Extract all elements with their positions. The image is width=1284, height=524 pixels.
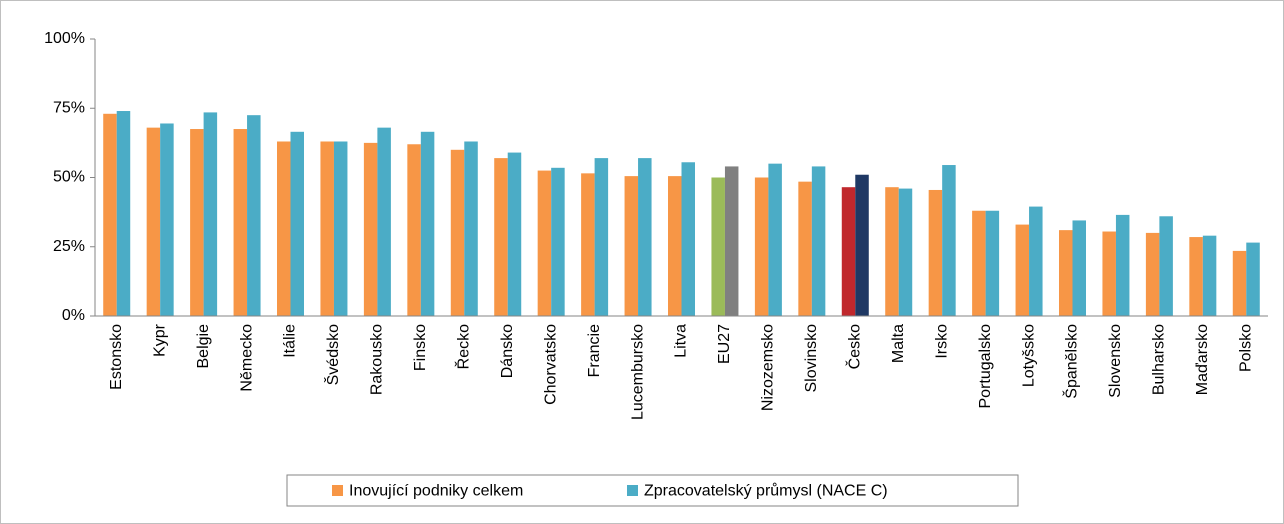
x-tick-label: Lotyšsko — [1020, 324, 1037, 387]
y-tick-label: 0% — [62, 307, 85, 324]
x-tick-label: Chorvatsko — [542, 324, 559, 405]
x-tick-label: Itálie — [282, 324, 299, 358]
bar — [841, 187, 856, 316]
x-tick-label: Rakousko — [369, 324, 386, 395]
legend-label: Inovující podniky celkem — [349, 483, 523, 500]
bar — [581, 173, 595, 316]
legend-box — [286, 474, 1019, 507]
bar — [277, 141, 291, 316]
bar — [594, 158, 609, 316]
bar — [1115, 214, 1130, 316]
bar — [450, 149, 465, 316]
bar — [363, 142, 378, 316]
x-tick-label: Slovensko — [1107, 324, 1124, 398]
bar — [754, 177, 769, 316]
bar — [247, 115, 261, 316]
bar — [798, 181, 812, 316]
x-tick-label: Lucembursko — [629, 324, 646, 420]
y-tick-label: 50% — [53, 169, 85, 186]
bar — [1102, 231, 1116, 316]
bar — [233, 129, 248, 316]
bar — [407, 144, 421, 316]
x-tick-label: Řecko — [453, 324, 472, 369]
bar — [1015, 224, 1030, 316]
bar — [928, 189, 943, 316]
bar — [116, 111, 131, 317]
bar — [160, 123, 174, 316]
bar — [855, 174, 869, 316]
bar — [711, 177, 725, 316]
y-tick-label: 25% — [53, 238, 85, 255]
bar — [624, 176, 639, 316]
bar — [942, 165, 956, 316]
bar — [638, 158, 652, 316]
y-tick-label: 75% — [53, 99, 85, 116]
bar — [1159, 216, 1173, 316]
bar — [464, 141, 478, 316]
bar — [668, 176, 682, 316]
bar — [1189, 237, 1203, 316]
bar — [1232, 250, 1247, 316]
y-tick-label: 100% — [44, 30, 85, 47]
legend-label: Zpracovatelský průmysl (NACE C) — [644, 482, 888, 500]
bar — [1145, 232, 1160, 316]
bar — [985, 210, 1000, 316]
bar — [333, 141, 348, 316]
bar — [972, 210, 986, 316]
bar — [507, 152, 522, 316]
x-tick-label: Španělsko — [1062, 324, 1081, 399]
x-tick-label: Česko — [844, 324, 863, 369]
bar — [898, 188, 913, 316]
bar — [290, 131, 304, 316]
bar — [320, 141, 334, 316]
bar — [203, 112, 218, 316]
bar — [146, 127, 161, 316]
legend-swatch — [332, 485, 343, 496]
x-tick-label: Irsko — [933, 324, 950, 359]
bar — [1246, 242, 1260, 316]
x-tick-label: Belgie — [195, 324, 212, 369]
x-tick-label: Finsko — [412, 324, 429, 371]
bar — [1029, 206, 1043, 316]
x-tick-label: Švédsko — [323, 324, 342, 385]
bar — [1072, 220, 1086, 316]
x-tick-label: Nizozemsko — [760, 324, 777, 411]
x-tick-label: Bulharsko — [1151, 324, 1168, 395]
bar — [811, 166, 826, 316]
x-tick-label: Kypr — [151, 323, 168, 357]
bar — [537, 170, 552, 316]
bar — [681, 162, 695, 316]
x-tick-label: Polsko — [1237, 324, 1254, 372]
bar — [377, 127, 391, 316]
bar — [1059, 230, 1073, 316]
bar — [420, 131, 435, 316]
x-tick-label: Malta — [890, 324, 907, 363]
bar — [724, 166, 739, 316]
bar — [551, 167, 565, 316]
x-tick-label: Portugalsko — [977, 324, 994, 409]
x-tick-label: Německo — [238, 324, 255, 392]
x-tick-label: Slovinsko — [803, 324, 820, 393]
bar — [1202, 235, 1217, 316]
bar — [103, 113, 117, 316]
bar — [190, 129, 204, 316]
bar — [494, 158, 508, 316]
x-tick-label: Litva — [673, 324, 690, 358]
x-tick-label: Francie — [586, 324, 603, 377]
bar — [885, 187, 899, 316]
x-tick-label: Maďarsko — [1194, 324, 1211, 395]
bar — [768, 163, 782, 316]
x-tick-label: Estonsko — [108, 324, 125, 390]
x-tick-label: Dánsko — [499, 324, 516, 378]
x-tick-label: EU27 — [716, 324, 733, 364]
legend-swatch — [627, 485, 638, 496]
